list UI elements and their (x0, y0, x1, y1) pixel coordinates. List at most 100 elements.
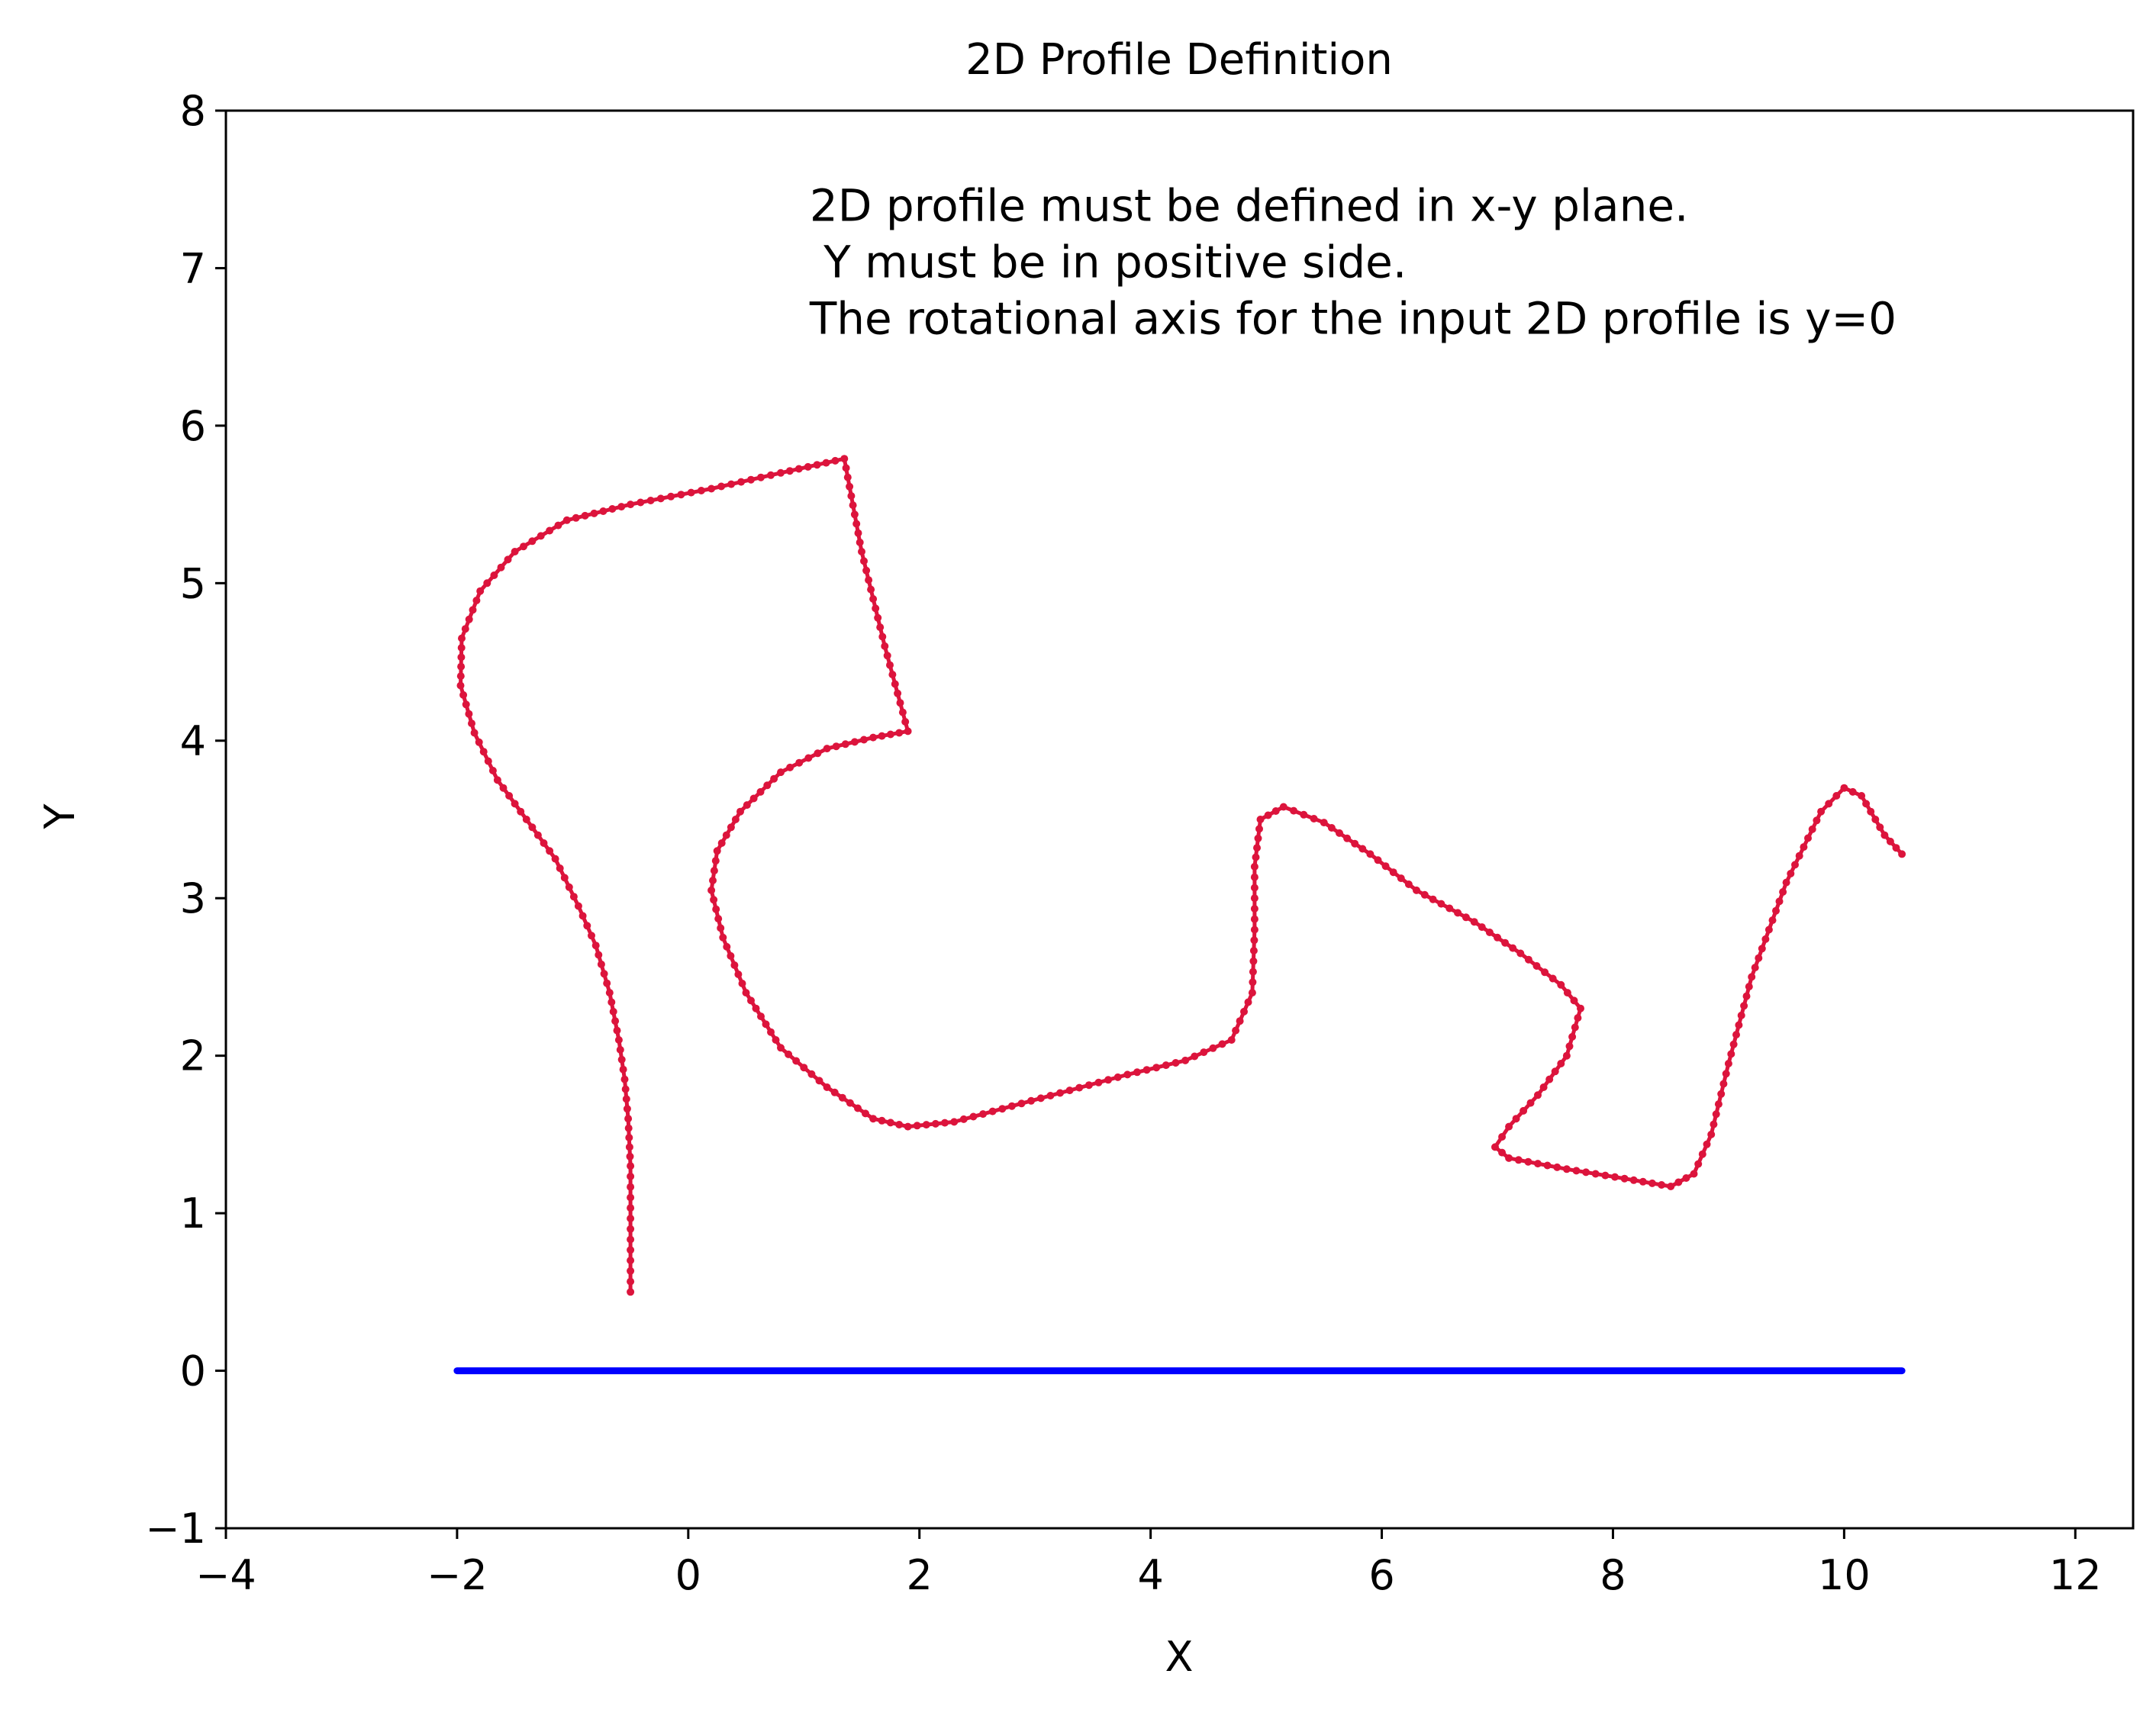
data-point (913, 1122, 921, 1130)
x-tick-label: −2 (427, 1551, 488, 1599)
data-point (931, 1119, 939, 1128)
data-point (814, 749, 822, 758)
data-point (822, 459, 830, 467)
data-point (1667, 1183, 1675, 1190)
data-point (569, 893, 578, 901)
data-point (470, 729, 479, 737)
data-point (1800, 843, 1808, 851)
data-point (1568, 1032, 1577, 1041)
data-point (627, 501, 635, 509)
data-point (1658, 1181, 1666, 1189)
x-axis-label: X (1165, 1633, 1194, 1681)
data-point (1244, 998, 1252, 1006)
data-point (1209, 1044, 1217, 1052)
data-point (1572, 1167, 1581, 1175)
data-point (757, 1012, 765, 1021)
data-point (888, 671, 897, 679)
data-point (1404, 880, 1413, 888)
data-point (852, 520, 861, 528)
data-point (767, 471, 775, 479)
data-point (711, 857, 720, 865)
data-point (583, 922, 591, 930)
data-point (1571, 1023, 1579, 1032)
data-point (1832, 792, 1841, 800)
data-point (1491, 1143, 1499, 1151)
data-point (1300, 810, 1308, 819)
data-point (488, 767, 497, 774)
data-point (1577, 1004, 1584, 1012)
data-point (883, 652, 891, 660)
data-point (1539, 1083, 1548, 1091)
data-point (520, 542, 527, 551)
data-point (1710, 1120, 1718, 1128)
data-point (856, 538, 864, 546)
data-point (1748, 973, 1756, 981)
data-point (667, 492, 675, 501)
data-point (1236, 1017, 1244, 1025)
data-point (1271, 807, 1280, 815)
data-point (511, 548, 519, 555)
data-point (1876, 823, 1884, 832)
data-point (476, 587, 485, 595)
data-point (617, 503, 626, 511)
data-point (850, 738, 859, 746)
data-point (1553, 1163, 1561, 1171)
data-point (617, 1055, 626, 1064)
data-point (613, 1026, 621, 1035)
data-point (540, 839, 548, 847)
data-point (1520, 1106, 1528, 1115)
data-point (457, 662, 466, 671)
data-point (1775, 897, 1784, 906)
data-point (1249, 967, 1257, 976)
data-point (624, 1124, 633, 1132)
y-tick-label: 4 (180, 717, 206, 765)
data-point (710, 896, 718, 904)
data-point (1737, 1011, 1745, 1019)
data-point (1714, 1100, 1723, 1109)
data-point (537, 532, 545, 540)
data-point (588, 932, 595, 940)
data-point (1470, 918, 1478, 926)
data-point (1248, 989, 1256, 997)
data-point (858, 548, 865, 555)
data-point (1191, 1052, 1199, 1061)
x-tick-label: −4 (195, 1551, 256, 1599)
data-point (895, 1121, 904, 1128)
plot-frame (224, 109, 2135, 1530)
data-point (1543, 1161, 1552, 1170)
data-point (1892, 844, 1900, 852)
data-point (461, 625, 469, 633)
data-point (456, 672, 465, 681)
data-point (1142, 1066, 1151, 1074)
data-point (1264, 811, 1272, 819)
data-point (1768, 916, 1777, 925)
data-point (1327, 824, 1336, 832)
data-point (624, 1115, 633, 1123)
x-tick-label: 6 (1368, 1551, 1394, 1599)
data-point (838, 1093, 846, 1102)
data-point (749, 794, 758, 803)
data-point (1639, 1177, 1647, 1186)
data-point (1505, 1122, 1513, 1131)
data-point (1727, 1050, 1735, 1058)
data-point (823, 1083, 831, 1091)
x-tick-label: 10 (1818, 1551, 1871, 1599)
data-point (901, 718, 910, 726)
y-tick-label: 2 (180, 1032, 206, 1080)
data-point (472, 597, 481, 604)
data-point (1549, 974, 1557, 983)
data-point (747, 475, 755, 484)
data-point (1249, 978, 1257, 987)
plot-area (453, 455, 1906, 1375)
data-point (1413, 886, 1420, 894)
data-point (622, 1095, 630, 1103)
data-point (772, 1036, 780, 1044)
data-point (1249, 947, 1258, 954)
data-point (894, 689, 902, 697)
data-point (578, 912, 587, 920)
data-point (1858, 792, 1866, 800)
data-point (565, 883, 573, 891)
data-point (1764, 925, 1773, 934)
data-point (891, 680, 899, 688)
data-point (872, 604, 880, 613)
